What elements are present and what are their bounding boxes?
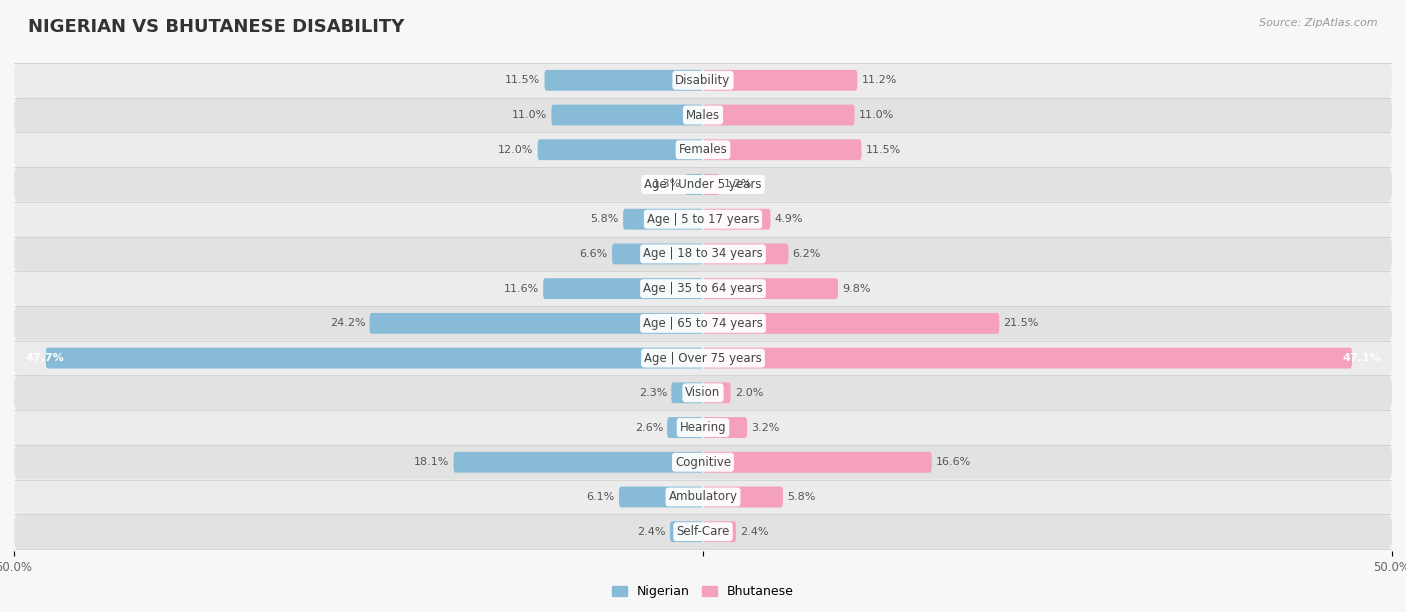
Text: 6.6%: 6.6% (579, 249, 607, 259)
FancyBboxPatch shape (703, 140, 862, 160)
Text: Ambulatory: Ambulatory (668, 490, 738, 504)
Legend: Nigerian, Bhutanese: Nigerian, Bhutanese (607, 580, 799, 603)
FancyBboxPatch shape (703, 174, 720, 195)
FancyBboxPatch shape (703, 105, 855, 125)
FancyBboxPatch shape (703, 244, 789, 264)
Text: Hearing: Hearing (679, 421, 727, 434)
Text: Vision: Vision (685, 386, 721, 399)
Text: 6.1%: 6.1% (586, 492, 614, 502)
Text: 6.2%: 6.2% (793, 249, 821, 259)
Text: 4.9%: 4.9% (775, 214, 803, 224)
Text: 24.2%: 24.2% (330, 318, 366, 329)
Text: 9.8%: 9.8% (842, 283, 870, 294)
Text: 3.2%: 3.2% (751, 422, 779, 433)
FancyBboxPatch shape (14, 271, 1392, 306)
Text: 11.5%: 11.5% (866, 145, 901, 155)
FancyBboxPatch shape (14, 132, 1392, 167)
Text: 2.4%: 2.4% (637, 527, 666, 537)
Text: Cognitive: Cognitive (675, 456, 731, 469)
Text: Age | Over 75 years: Age | Over 75 years (644, 351, 762, 365)
Text: 18.1%: 18.1% (415, 457, 450, 467)
FancyBboxPatch shape (14, 202, 1392, 237)
Text: 11.0%: 11.0% (859, 110, 894, 120)
FancyBboxPatch shape (14, 445, 1392, 480)
Text: 16.6%: 16.6% (936, 457, 972, 467)
Text: 2.6%: 2.6% (634, 422, 664, 433)
Text: Age | Under 5 years: Age | Under 5 years (644, 178, 762, 191)
FancyBboxPatch shape (14, 237, 1392, 271)
FancyBboxPatch shape (14, 167, 1392, 202)
FancyBboxPatch shape (14, 63, 1392, 98)
FancyBboxPatch shape (703, 452, 932, 472)
FancyBboxPatch shape (46, 348, 703, 368)
Text: 11.6%: 11.6% (503, 283, 538, 294)
Text: 2.4%: 2.4% (740, 527, 769, 537)
FancyBboxPatch shape (703, 209, 770, 230)
FancyBboxPatch shape (612, 244, 703, 264)
FancyBboxPatch shape (14, 306, 1392, 341)
Text: Disability: Disability (675, 74, 731, 87)
Text: 47.1%: 47.1% (1343, 353, 1381, 363)
FancyBboxPatch shape (14, 410, 1392, 445)
Text: 5.8%: 5.8% (591, 214, 619, 224)
FancyBboxPatch shape (703, 521, 737, 542)
Text: Age | 5 to 17 years: Age | 5 to 17 years (647, 213, 759, 226)
Text: Age | 18 to 34 years: Age | 18 to 34 years (643, 247, 763, 261)
FancyBboxPatch shape (537, 140, 703, 160)
FancyBboxPatch shape (14, 98, 1392, 132)
FancyBboxPatch shape (543, 278, 703, 299)
FancyBboxPatch shape (669, 521, 703, 542)
Text: Self-Care: Self-Care (676, 525, 730, 538)
FancyBboxPatch shape (703, 70, 858, 91)
Text: Age | 35 to 64 years: Age | 35 to 64 years (643, 282, 763, 295)
Text: 11.5%: 11.5% (505, 75, 540, 85)
FancyBboxPatch shape (703, 348, 1353, 368)
Text: NIGERIAN VS BHUTANESE DISABILITY: NIGERIAN VS BHUTANESE DISABILITY (28, 18, 405, 36)
FancyBboxPatch shape (454, 452, 703, 472)
FancyBboxPatch shape (14, 480, 1392, 514)
FancyBboxPatch shape (685, 174, 703, 195)
Text: 21.5%: 21.5% (1004, 318, 1039, 329)
FancyBboxPatch shape (14, 514, 1392, 549)
FancyBboxPatch shape (668, 417, 703, 438)
FancyBboxPatch shape (14, 341, 1392, 375)
FancyBboxPatch shape (703, 487, 783, 507)
FancyBboxPatch shape (551, 105, 703, 125)
FancyBboxPatch shape (544, 70, 703, 91)
Text: 1.2%: 1.2% (724, 179, 752, 190)
FancyBboxPatch shape (623, 209, 703, 230)
Text: Males: Males (686, 108, 720, 122)
Text: 12.0%: 12.0% (498, 145, 533, 155)
FancyBboxPatch shape (370, 313, 703, 334)
Text: 5.8%: 5.8% (787, 492, 815, 502)
Text: Females: Females (679, 143, 727, 156)
Text: 2.3%: 2.3% (638, 388, 668, 398)
FancyBboxPatch shape (14, 375, 1392, 410)
FancyBboxPatch shape (619, 487, 703, 507)
Text: Source: ZipAtlas.com: Source: ZipAtlas.com (1260, 18, 1378, 28)
FancyBboxPatch shape (703, 382, 731, 403)
Text: 1.3%: 1.3% (652, 179, 681, 190)
FancyBboxPatch shape (703, 313, 1000, 334)
FancyBboxPatch shape (671, 382, 703, 403)
Text: 47.7%: 47.7% (25, 353, 63, 363)
Text: Age | 65 to 74 years: Age | 65 to 74 years (643, 317, 763, 330)
FancyBboxPatch shape (703, 278, 838, 299)
Text: 2.0%: 2.0% (735, 388, 763, 398)
FancyBboxPatch shape (703, 417, 747, 438)
Text: 11.0%: 11.0% (512, 110, 547, 120)
Text: 11.2%: 11.2% (862, 75, 897, 85)
